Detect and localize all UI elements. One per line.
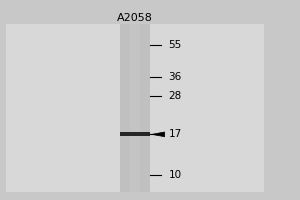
Text: 28: 28 xyxy=(169,91,182,101)
Bar xyxy=(119,132,151,136)
Text: 36: 36 xyxy=(169,72,182,82)
Text: 55: 55 xyxy=(169,40,182,50)
Text: A2058: A2058 xyxy=(117,13,153,23)
Bar xyxy=(130,24,140,192)
Polygon shape xyxy=(152,132,165,137)
Bar xyxy=(119,24,151,192)
Text: 17: 17 xyxy=(169,129,182,139)
Text: 10: 10 xyxy=(169,170,182,180)
